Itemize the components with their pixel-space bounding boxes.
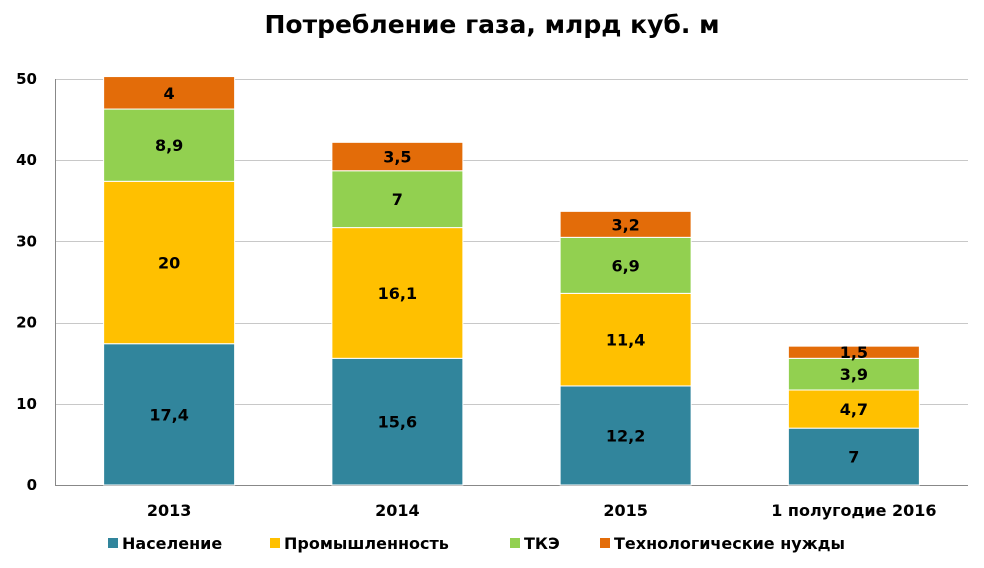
data-label: 7 [848, 448, 859, 467]
legend: Население Промышленность ТКЭ Технологически… [108, 534, 845, 553]
data-label: 8,9 [155, 136, 183, 155]
data-label: 3,2 [611, 215, 639, 234]
bar-segment [787, 345, 920, 359]
legend-swatch [108, 538, 118, 548]
y-tick-label: 50 [16, 70, 37, 88]
legend-swatch [510, 538, 520, 548]
data-label: 6,9 [611, 256, 639, 275]
axes: 0 10 20 30 40 50 2013 2014 2015 1 полугодие 2016 [16, 70, 968, 520]
y-tick-label: 0 [27, 476, 37, 494]
legend-swatch [270, 538, 280, 548]
legend-swatch [600, 538, 610, 548]
bar-segment [787, 427, 920, 486]
x-tick-label: 2014 [375, 501, 420, 520]
bars [103, 76, 920, 486]
chart-title: Потребление газа, млрд куб. м [264, 10, 720, 39]
bar-segment [103, 343, 236, 486]
data-label: 11,4 [606, 331, 645, 350]
data-label: 7 [392, 190, 403, 209]
legend-label: Промышленность [284, 534, 449, 553]
bar-segment [331, 227, 464, 359]
data-label: 17,4 [149, 405, 188, 424]
y-tick-label: 40 [16, 151, 37, 169]
bar-segment [787, 389, 920, 429]
data-labels: 17,4 20 8,9 4 15,6 16,1 7 3,5 12,2 11,4 6,9 3,2 7 4,7… [149, 84, 868, 467]
data-label: 4,7 [840, 400, 868, 419]
data-label: 12,2 [606, 426, 645, 445]
bar-segment [559, 210, 692, 238]
data-label: 20 [158, 254, 180, 273]
x-tick-label: 1 полугодие 2016 [771, 501, 936, 520]
bar-segment [331, 170, 464, 229]
legend-label: Технологические нужды [614, 534, 845, 553]
data-label: 16,1 [378, 284, 417, 303]
bar-segment [103, 76, 236, 110]
x-tick-label: 2013 [147, 501, 192, 520]
bar-segment [559, 385, 692, 486]
y-tick-label: 10 [16, 395, 37, 413]
y-tick-label: 20 [16, 314, 37, 332]
data-label: 3,9 [840, 365, 868, 384]
bar-segment [331, 357, 464, 486]
data-label: 15,6 [378, 413, 417, 432]
y-tick-label: 30 [16, 232, 37, 250]
data-label: 1,5 [840, 343, 868, 362]
data-label: 3,5 [383, 148, 411, 167]
legend-label: Население [122, 534, 222, 553]
legend-label: ТКЭ [524, 534, 560, 553]
data-label: 4 [164, 84, 175, 103]
bar-segment [787, 357, 920, 391]
x-tick-label: 2015 [603, 501, 648, 520]
bar-segment [331, 141, 464, 172]
bar-segment [103, 180, 236, 345]
